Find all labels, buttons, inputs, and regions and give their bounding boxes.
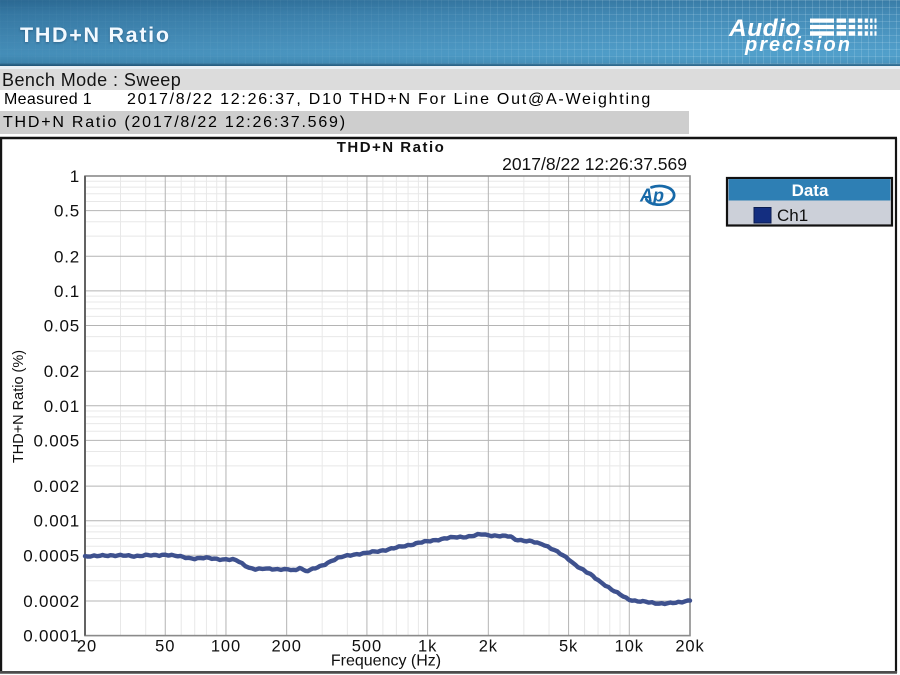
svg-text:200: 200 xyxy=(272,638,302,656)
svg-text:100: 100 xyxy=(211,638,241,656)
svg-text:0.002: 0.002 xyxy=(33,477,80,496)
svg-text:precision: precision xyxy=(744,34,852,56)
svg-text:50: 50 xyxy=(155,638,175,656)
svg-text:10k: 10k xyxy=(615,638,644,656)
svg-text:1: 1 xyxy=(70,167,80,186)
svg-text:THD+N Ratio: THD+N Ratio xyxy=(337,139,446,156)
svg-text:1k: 1k xyxy=(418,638,437,656)
svg-text:THD+N Ratio (%): THD+N Ratio (%) xyxy=(11,350,27,463)
svg-text:0.01: 0.01 xyxy=(44,397,80,416)
svg-text:Data: Data xyxy=(792,181,829,200)
svg-text:2k: 2k xyxy=(479,638,498,656)
svg-text:0.0001: 0.0001 xyxy=(23,627,80,646)
svg-text:0.05: 0.05 xyxy=(44,316,80,335)
svg-text:5k: 5k xyxy=(559,638,578,656)
svg-text:0.0002: 0.0002 xyxy=(23,592,80,611)
svg-text:20: 20 xyxy=(77,638,97,656)
svg-text:Ch1: Ch1 xyxy=(777,206,808,225)
svg-text:0.2: 0.2 xyxy=(54,247,80,266)
svg-text:Audio: Audio xyxy=(728,15,801,42)
svg-text:0.02: 0.02 xyxy=(44,362,80,381)
svg-text:Ap: Ap xyxy=(639,186,664,206)
svg-text:20k: 20k xyxy=(675,638,704,656)
svg-text:2017/8/22 12:26:37.569: 2017/8/22 12:26:37.569 xyxy=(502,154,687,174)
svg-text:0.005: 0.005 xyxy=(33,431,80,450)
svg-text:0.001: 0.001 xyxy=(33,512,80,531)
svg-text:500: 500 xyxy=(352,638,382,656)
svg-text:Frequency (Hz): Frequency (Hz) xyxy=(331,653,441,670)
svg-text:0.0005: 0.0005 xyxy=(23,546,80,565)
svg-text:0.1: 0.1 xyxy=(54,282,80,301)
svg-text:0.5: 0.5 xyxy=(54,202,80,221)
